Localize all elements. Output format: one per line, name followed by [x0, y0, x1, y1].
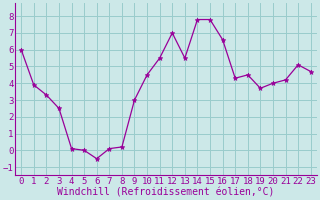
X-axis label: Windchill (Refroidissement éolien,°C): Windchill (Refroidissement éolien,°C) [57, 187, 275, 197]
